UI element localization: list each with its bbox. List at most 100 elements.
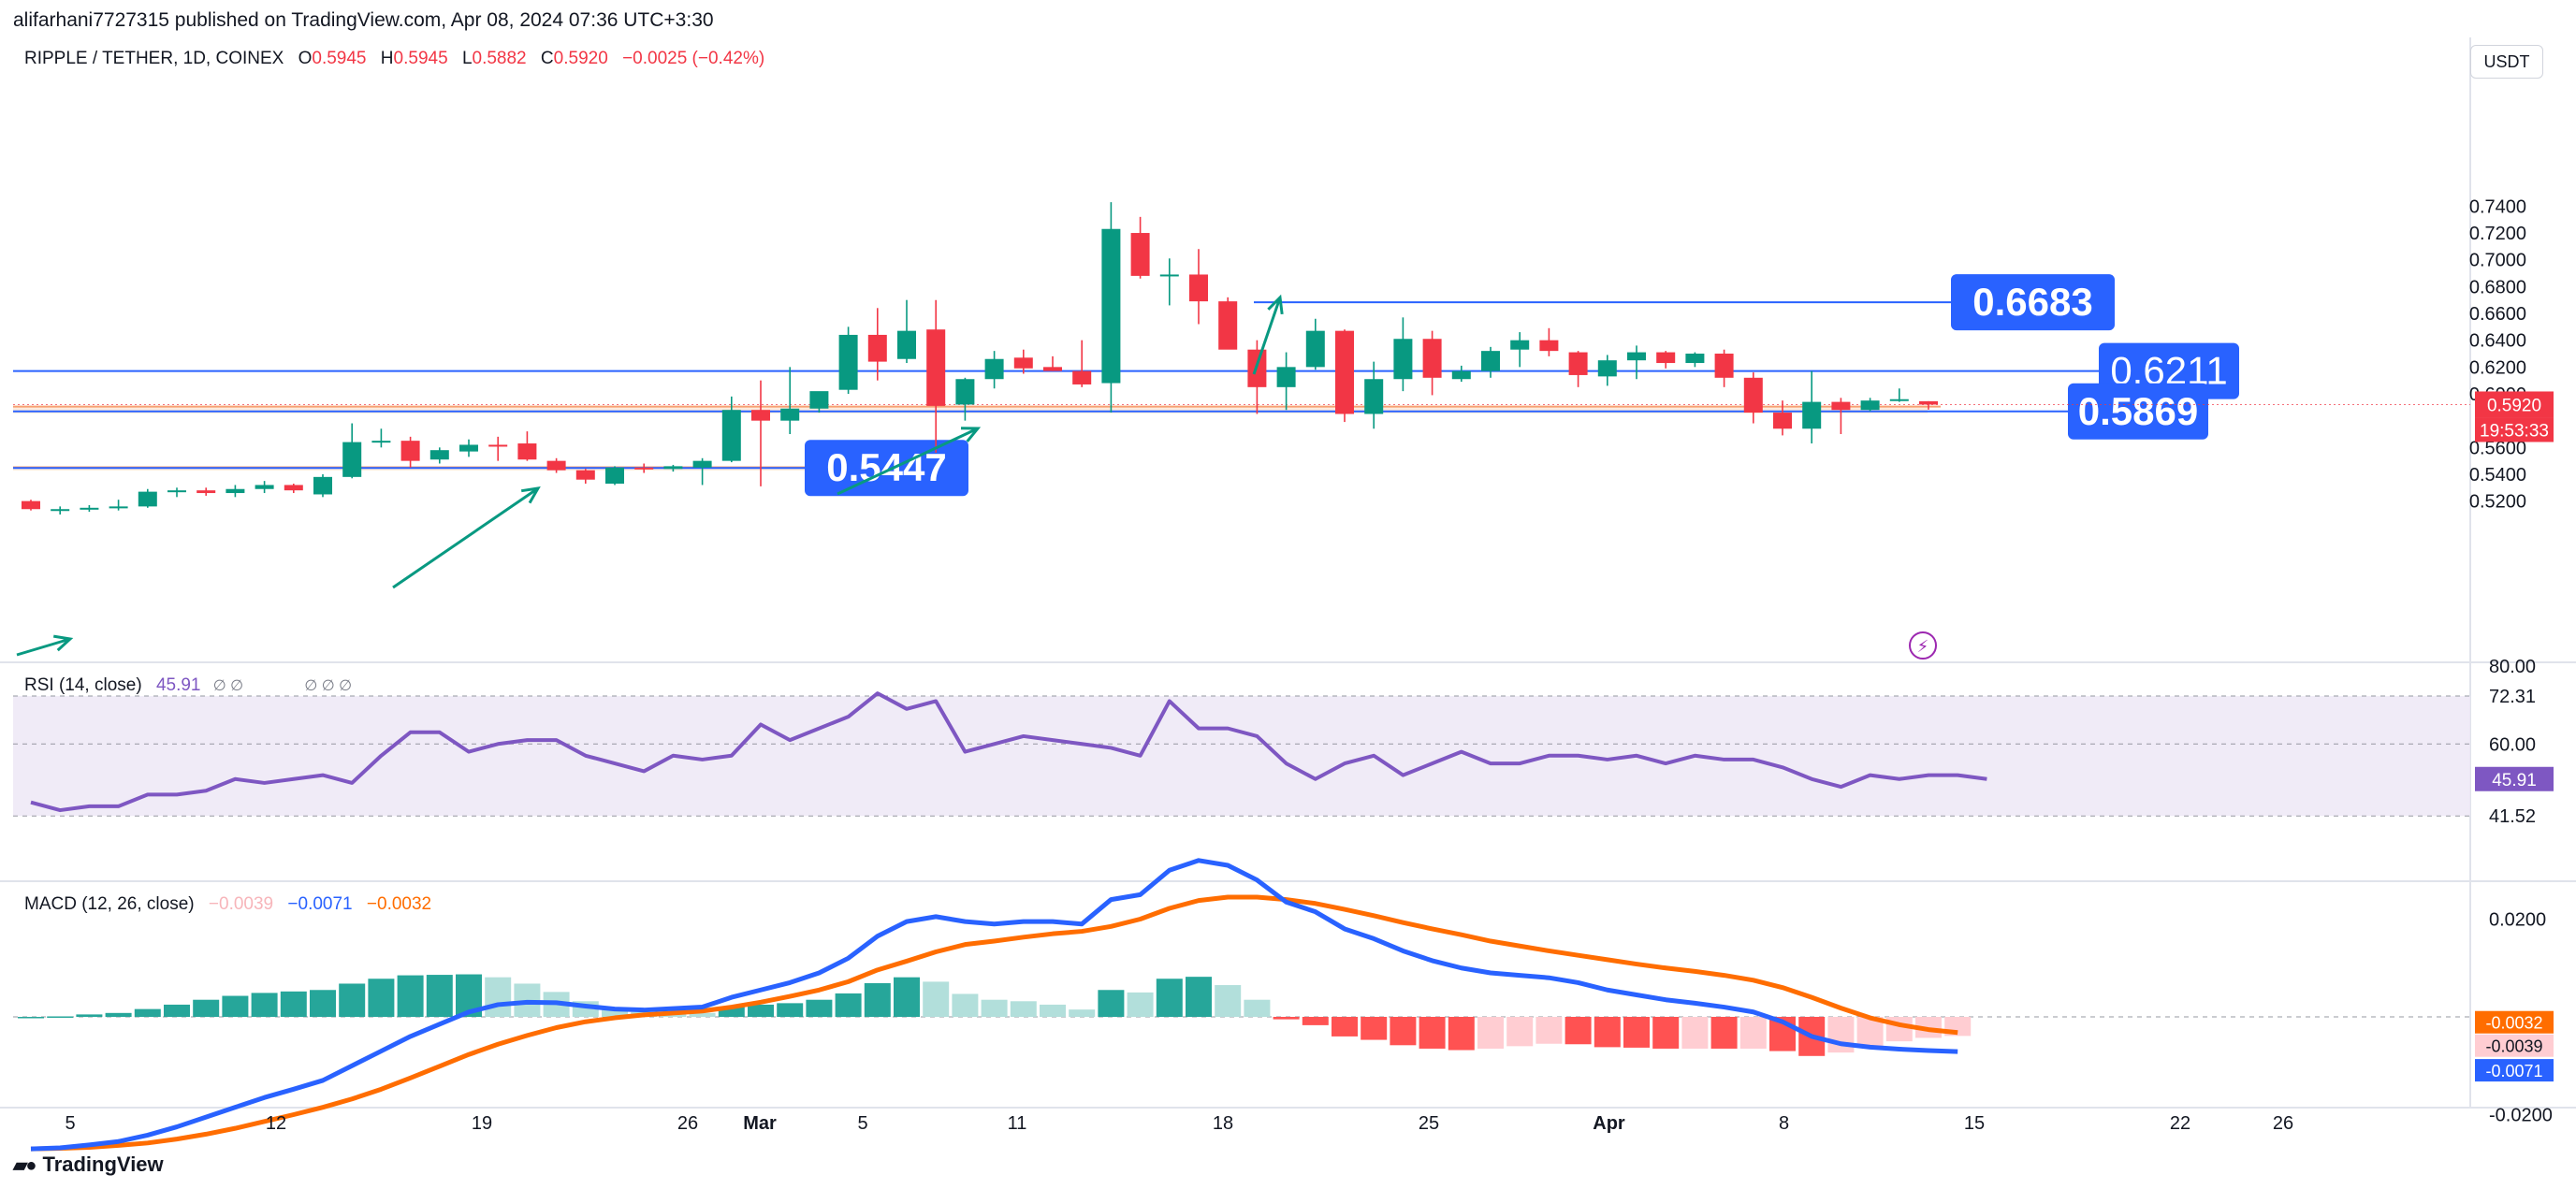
trend-arrow — [392, 486, 539, 589]
tradingview-logo-icon: ▰● — [13, 1154, 37, 1176]
price-tick-label: 0.7200 — [2469, 224, 2526, 244]
candle-body — [51, 509, 70, 512]
candle-body — [955, 379, 975, 405]
candle-body — [634, 467, 654, 470]
macd-hist-value: −0.0039 — [208, 894, 274, 914]
high-label: H — [380, 49, 394, 68]
rsi-band — [13, 696, 2470, 817]
candle-body — [1597, 360, 1617, 377]
trend-arrow-head — [520, 486, 541, 504]
time-tick-label: 25 — [1419, 1113, 1439, 1134]
candle-body — [1189, 274, 1208, 302]
macd-signal-line — [30, 894, 1958, 1152]
macd-histogram-bar — [1565, 1017, 1592, 1045]
macd-histogram-bar — [777, 1003, 804, 1017]
rsi-last-label: 45.91 — [2492, 771, 2537, 790]
macd-histogram-bar — [1827, 1017, 1855, 1053]
macd-histogram-bar — [1302, 1017, 1329, 1025]
macd-histogram-bar — [1186, 977, 1212, 1017]
zone-band — [13, 406, 1928, 413]
grid — [0, 37, 2576, 1109]
candle-body — [1743, 377, 1763, 413]
macd-signal-value: −0.0032 — [366, 894, 432, 914]
macd-histogram-bar — [1040, 1004, 1066, 1017]
candle-body — [1919, 400, 1938, 405]
macd-histogram-bar — [923, 981, 950, 1017]
macd-histogram-bar — [1098, 990, 1125, 1017]
macd-pane — [13, 858, 2470, 1152]
candle-body — [1889, 399, 1909, 401]
rsi-tick-label: 60.00 — [2489, 734, 2536, 755]
macd-histogram-bar — [18, 1017, 44, 1019]
candle-body — [1422, 339, 1442, 378]
candle-body — [1714, 354, 1734, 378]
rsi-pane — [13, 691, 2470, 817]
macd-histogram-bar — [47, 1016, 74, 1018]
macd-histogram-bar — [397, 975, 424, 1017]
macd-line — [30, 858, 1958, 1152]
time-tick-label: 11 — [1008, 1113, 1027, 1134]
time-tick-label: 5 — [65, 1113, 75, 1134]
price-tick-label: 0.5200 — [2469, 492, 2526, 513]
candle-body — [809, 391, 829, 409]
rsi-name[interactable]: RSI (14, close) — [24, 675, 142, 695]
macd-histogram-bar — [222, 995, 249, 1017]
macd-histogram-bar — [134, 1008, 161, 1017]
low-label: L — [461, 49, 473, 68]
price-tick-label: 0.6200 — [2469, 357, 2526, 378]
symbol-label[interactable]: RIPPLE / TETHER, 1D, COINEX — [24, 49, 284, 68]
macd-histogram-bar — [1739, 1017, 1767, 1049]
candle-body — [1860, 400, 1880, 411]
currency-button[interactable]: USDT — [2470, 45, 2543, 79]
trend-arrow-head — [1267, 294, 1284, 315]
change-value: −0.0025 (−0.42%) — [622, 49, 765, 68]
macd-histogram-bar — [280, 991, 307, 1017]
macd-histogram-bar — [835, 993, 862, 1017]
candle-body — [255, 485, 274, 489]
main-legend: RIPPLE / TETHER, 1D, COINEX O0.5945 H0.5… — [24, 49, 764, 69]
macd-histogram-bar — [1010, 1001, 1037, 1017]
macd-signal-tag — [2475, 1010, 2554, 1034]
time-tick-label: Mar — [743, 1113, 777, 1134]
macd-legend: MACD (12, 26, close) −0.0039 −0.0071 −0.… — [24, 894, 431, 915]
macd-histogram-bar — [1156, 979, 1183, 1017]
trend-arrow — [16, 637, 71, 657]
macd-name[interactable]: MACD (12, 26, close) — [24, 894, 195, 914]
macd-histogram-bar — [1390, 1017, 1417, 1046]
time-tick-label: 8 — [1779, 1113, 1789, 1134]
macd-histogram-bar — [1332, 1017, 1358, 1037]
price-tick-label: 0.7400 — [2469, 196, 2526, 217]
macd-histogram-bar — [952, 993, 979, 1017]
macd-histogram-bar — [1652, 1017, 1680, 1049]
candle-body — [1685, 354, 1705, 364]
macd-histogram-bar — [251, 993, 278, 1017]
candle-body — [196, 490, 216, 494]
publisher-line: alifarhani7727315 published on TradingVi… — [13, 9, 714, 31]
candle-body — [1481, 351, 1500, 371]
candle-body — [109, 506, 128, 509]
macd-hist-tag-label: -0.0039 — [2485, 1037, 2542, 1056]
candle-body — [1101, 228, 1121, 384]
macd-histogram-bar — [981, 999, 1008, 1017]
rsi-last-tag — [2475, 766, 2554, 791]
last-price-label: 0.5920 — [2487, 396, 2541, 415]
macd-histogram-bar — [368, 979, 395, 1017]
macd-histogram-bar — [76, 1014, 103, 1017]
candle-body — [546, 460, 566, 471]
tradingview-logo[interactable]: ▰● TradingView — [13, 1153, 164, 1177]
candle-body — [1831, 401, 1851, 411]
macd-histogram-bar — [1710, 1017, 1738, 1049]
macd-histogram-bar — [1069, 1009, 1096, 1017]
candle-body — [371, 441, 391, 443]
price-tick-label: 0.6800 — [2469, 277, 2526, 297]
trend-arrow-head — [960, 427, 982, 442]
level-label: 0.6683 — [1972, 280, 2092, 324]
macd-signal-tag-label: -0.0032 — [2485, 1014, 2542, 1033]
candle-body — [488, 444, 508, 447]
macd-histogram-bar — [1419, 1017, 1446, 1049]
level-label-box — [1951, 274, 2115, 331]
price-tick-label: 0.6600 — [2469, 304, 2526, 325]
time-tick-label: 22 — [2170, 1113, 2190, 1134]
macd-histogram-bar — [310, 990, 336, 1017]
